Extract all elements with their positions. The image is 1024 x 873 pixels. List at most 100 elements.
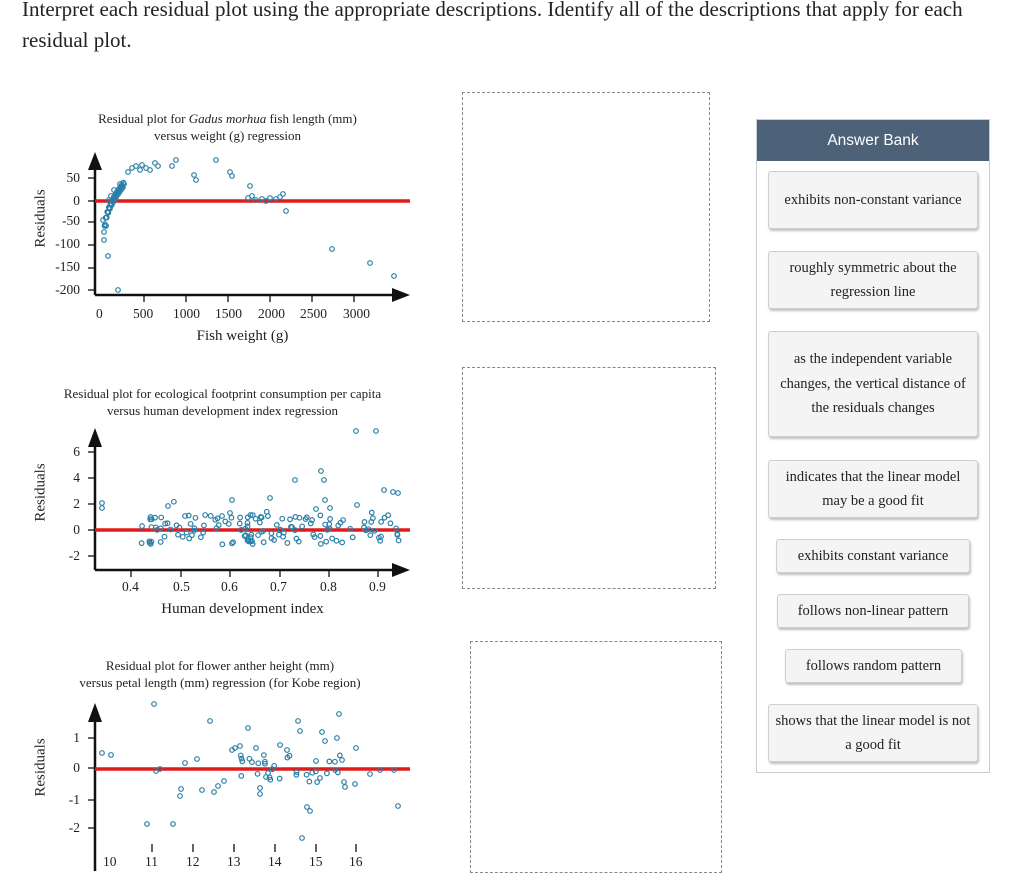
answer-chip[interactable]: exhibits non-constant variance <box>768 171 978 229</box>
residual-point <box>353 428 359 434</box>
residual-point <box>307 808 313 814</box>
residual-point <box>164 520 171 527</box>
residual-point <box>263 508 270 515</box>
residual-point <box>229 497 235 503</box>
drop-zone-plot-1[interactable] <box>462 92 710 322</box>
x-tick-label: 1000 <box>173 306 200 321</box>
residual-point <box>393 525 399 532</box>
y-tick-label: 1 <box>73 730 80 745</box>
residual-point <box>276 775 283 782</box>
residual-point <box>147 541 154 547</box>
residual-point <box>186 535 193 542</box>
answer-chip[interactable]: follows non-linear pattern <box>777 594 969 628</box>
residual-point <box>261 758 268 765</box>
residual-point <box>299 835 305 841</box>
residual-point <box>329 246 335 252</box>
y-tick-label: -50 <box>62 213 80 228</box>
x-tick-label: 0.9 <box>369 579 386 594</box>
residual-point <box>167 526 174 533</box>
x-tick-label: 0 <box>96 306 103 321</box>
residual-point <box>144 821 150 827</box>
residual-point <box>153 768 159 774</box>
drop-zone-plot-2[interactable] <box>462 367 716 589</box>
residual-point <box>177 793 183 799</box>
residual-point <box>267 195 273 201</box>
residual-point <box>288 523 294 530</box>
answer-chip[interactable]: roughly symmetric about the regression l… <box>768 251 978 309</box>
residual-point <box>193 177 199 183</box>
residual-point <box>133 163 139 169</box>
residual-point <box>137 167 143 173</box>
residual-point <box>284 747 290 753</box>
residual-point <box>293 535 300 542</box>
residual-point <box>309 517 316 523</box>
y-tick-label: 6 <box>73 444 80 459</box>
residual-point <box>303 771 310 778</box>
residual-point <box>99 505 105 511</box>
answer-chip[interactable]: as the independent variable changes, the… <box>768 331 978 437</box>
residual-point <box>155 163 161 169</box>
answer-chip[interactable]: indicates that the linear model may be a… <box>768 460 978 518</box>
residual-point <box>353 745 359 751</box>
plot-area <box>88 701 410 871</box>
residual-point <box>323 770 330 777</box>
residual-point <box>242 525 249 532</box>
answer-bank-title: Answer Bank <box>757 120 989 161</box>
residual-point <box>381 514 388 521</box>
y-tick-label: 4 <box>73 470 80 485</box>
residual-point <box>191 527 197 534</box>
residual-point <box>341 779 347 785</box>
x-tick-label: 0.7 <box>270 579 287 594</box>
answer-chip[interactable]: follows random pattern <box>785 649 962 683</box>
residual-point <box>173 522 180 529</box>
residual-point <box>331 758 338 765</box>
y-tick-label: -200 <box>55 282 80 297</box>
residual-point <box>147 167 153 173</box>
residual-point <box>391 767 397 773</box>
residual-point <box>395 803 401 809</box>
residual-point <box>296 514 303 521</box>
residual-point <box>287 516 293 523</box>
residual-point <box>253 197 259 203</box>
residual-point <box>297 728 303 734</box>
residual-point <box>252 515 259 522</box>
residual-point <box>244 520 251 526</box>
residual-point <box>284 540 291 546</box>
residual-point <box>307 520 314 527</box>
residual-point <box>395 490 401 496</box>
residual-point <box>387 520 394 527</box>
residual-point <box>139 162 145 168</box>
residual-point <box>258 514 265 521</box>
residual-point <box>394 531 401 538</box>
residual-point <box>273 522 280 528</box>
residual-point <box>170 498 177 505</box>
residual-point <box>352 781 358 787</box>
residual-point <box>158 514 165 521</box>
x-tick-label: 2000 <box>258 306 285 321</box>
plot-title: Residual plot for Gadus morhua fish leng… <box>98 111 357 143</box>
y-tick-label: -2 <box>68 548 80 563</box>
residual-point <box>239 758 246 765</box>
residual-point <box>194 756 200 762</box>
plot-title: Residual plot for ecological footprint c… <box>63 386 382 418</box>
residual-point <box>105 253 111 259</box>
residual-point <box>313 758 319 764</box>
residual-point <box>215 783 221 789</box>
residual-point <box>138 540 145 547</box>
residual-point <box>354 502 360 508</box>
residual-point <box>108 752 114 758</box>
y-tick-label: 50 <box>66 170 81 185</box>
answer-chip[interactable]: exhibits constant variance <box>776 539 970 573</box>
plot-area <box>88 152 410 302</box>
residual-point <box>236 520 243 527</box>
residual-point <box>242 532 249 539</box>
x-tick-label: 13 <box>227 854 241 869</box>
residual-point <box>229 540 235 547</box>
answer-chip[interactable]: shows that the linear model is not a goo… <box>768 704 978 762</box>
residual-point <box>314 779 320 786</box>
residual-point <box>165 503 171 509</box>
residual-point <box>369 515 376 522</box>
residual-point <box>367 260 373 266</box>
residual-point <box>197 534 204 541</box>
drop-zone-plot-3[interactable] <box>470 641 722 873</box>
